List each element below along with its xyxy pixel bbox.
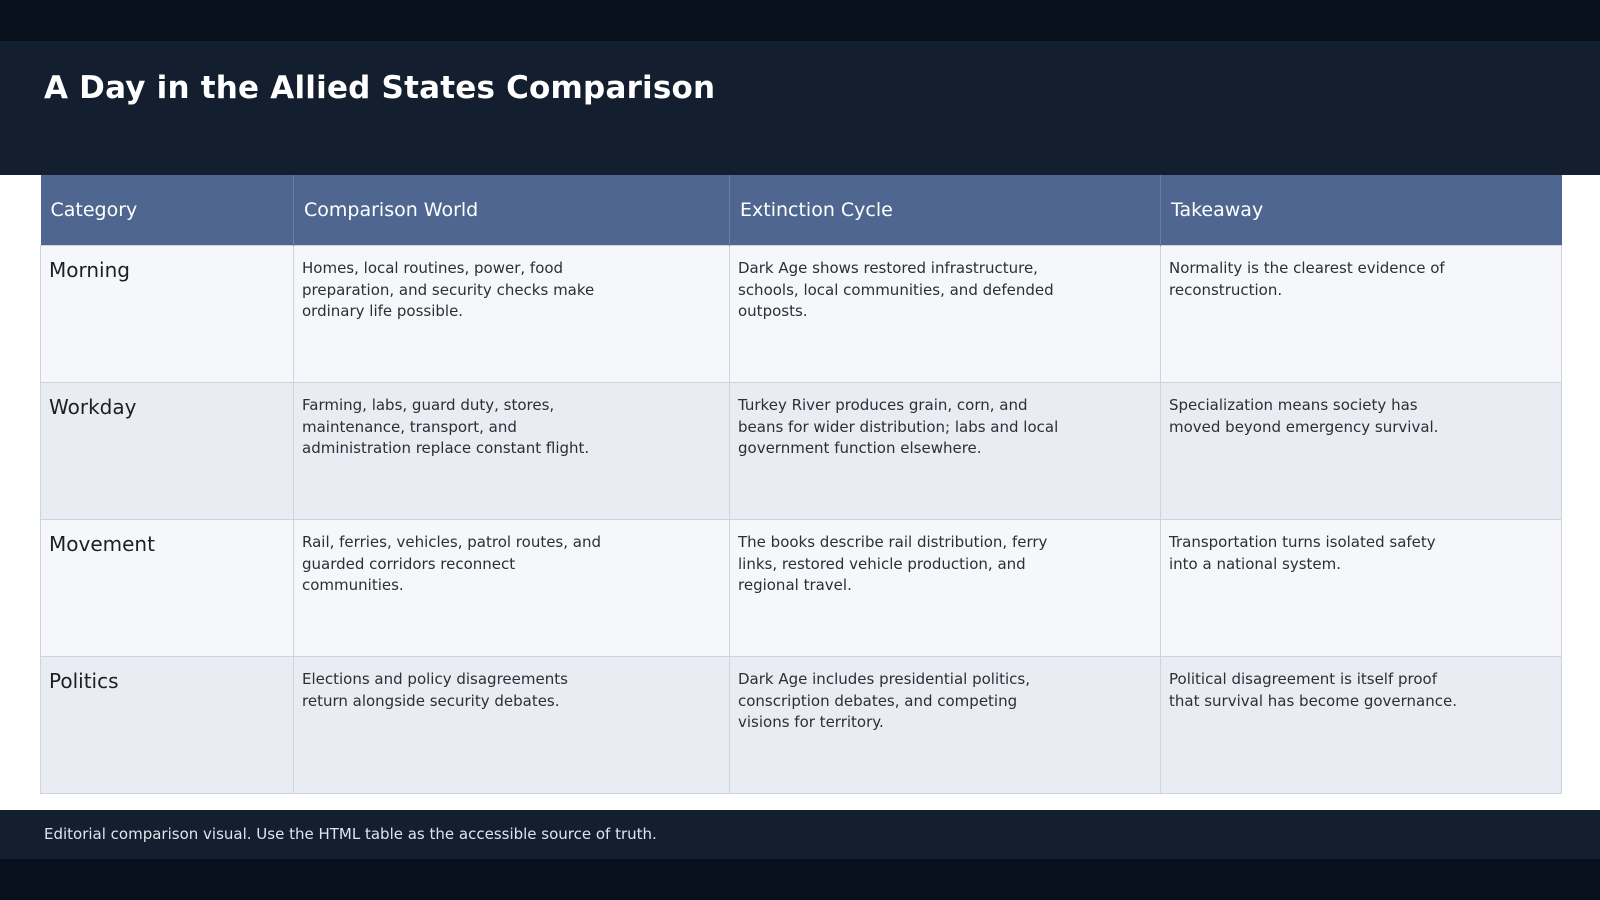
cell-text: Dark Age shows restored infrastructure, …: [738, 259, 1054, 320]
extinction-cycle-cell: Dark Age shows restored infrastructure, …: [729, 245, 1161, 383]
cell-text: Rail, ferries, vehicles, patrol routes, …: [302, 533, 602, 594]
bottom-bar: [0, 859, 1600, 900]
category-label: Workday: [49, 395, 137, 419]
table-row: Morning Homes, local routines, power, fo…: [40, 245, 1562, 383]
comparison-world-cell: Elections and policy disagreements retur…: [293, 656, 730, 794]
comparison-table: Category Comparison World Extinction Cyc…: [40, 175, 1562, 794]
extinction-cycle-cell: Turkey River produces grain, corn, and b…: [729, 382, 1161, 520]
category-label: Politics: [49, 669, 119, 693]
column-header-category: Category: [40, 175, 294, 246]
top-bar: [0, 0, 1600, 41]
cell-text: Homes, local routines, power, food prepa…: [302, 259, 595, 320]
footer-note: Editorial comparison visual. Use the HTM…: [44, 825, 657, 843]
category-cell: Workday: [40, 382, 294, 520]
comparison-world-cell: Rail, ferries, vehicles, patrol routes, …: [293, 519, 730, 657]
category-cell: Politics: [40, 656, 294, 794]
page-footer: [0, 810, 1600, 859]
cell-text: Elections and policy disagreements retur…: [302, 670, 568, 710]
comparison-world-cell: Homes, local routines, power, food prepa…: [293, 245, 730, 383]
takeaway-cell: Specialization means society has moved b…: [1160, 382, 1562, 520]
cell-text: Transportation turns isolated safety int…: [1169, 533, 1436, 573]
comparison-world-cell: Farming, labs, guard duty, stores, maint…: [293, 382, 730, 520]
extinction-cycle-cell: The books describe rail distribution, fe…: [729, 519, 1161, 657]
page-header: [0, 41, 1600, 175]
takeaway-cell: Transportation turns isolated safety int…: [1160, 519, 1562, 657]
category-label: Movement: [49, 532, 155, 556]
page-title: A Day in the Allied States Comparison: [44, 70, 716, 106]
cell-text: Normality is the clearest evidence of re…: [1169, 259, 1445, 299]
cell-text: Political disagreement is itself proof t…: [1169, 670, 1457, 710]
category-cell: Movement: [40, 519, 294, 657]
column-header-takeaway: Takeaway: [1160, 175, 1562, 246]
cell-text: Turkey River produces grain, corn, and b…: [738, 396, 1059, 457]
cell-text: Dark Age includes presidential politics,…: [738, 670, 1030, 731]
category-label: Morning: [49, 258, 130, 282]
table-header-row: Category Comparison World Extinction Cyc…: [40, 175, 1562, 246]
table-row: Movement Rail, ferries, vehicles, patrol…: [40, 519, 1562, 657]
takeaway-cell: Normality is the clearest evidence of re…: [1160, 245, 1562, 383]
cell-text: Specialization means society has moved b…: [1169, 396, 1439, 436]
column-header-extinction-cycle: Extinction Cycle: [729, 175, 1161, 246]
column-header-comparison-world: Comparison World: [293, 175, 730, 246]
cell-text: Farming, labs, guard duty, stores, maint…: [302, 396, 590, 457]
takeaway-cell: Political disagreement is itself proof t…: [1160, 656, 1562, 794]
category-cell: Morning: [40, 245, 294, 383]
extinction-cycle-cell: Dark Age includes presidential politics,…: [729, 656, 1161, 794]
table-row: Politics Elections and policy disagreeme…: [40, 656, 1562, 794]
cell-text: The books describe rail distribution, fe…: [738, 533, 1048, 594]
table-row: Workday Farming, labs, guard duty, store…: [40, 382, 1562, 520]
